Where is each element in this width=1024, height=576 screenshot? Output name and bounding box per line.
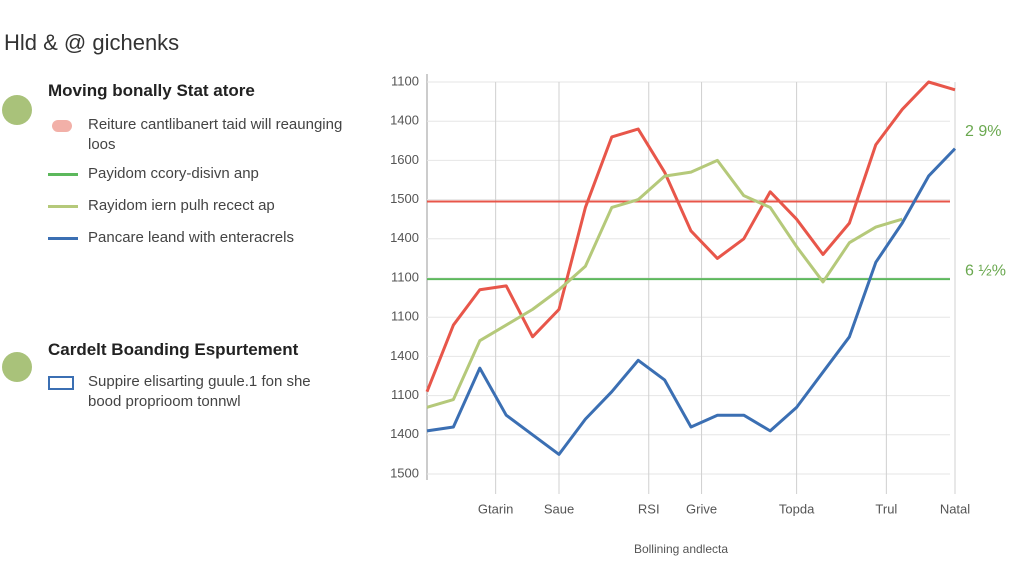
x-tick-label: Gtarin — [478, 501, 513, 516]
y-tick-label: 1400 — [390, 348, 419, 363]
series-line — [426, 158, 903, 409]
y-tick-label: 1100 — [391, 73, 419, 88]
x-tick-label: Trul — [875, 501, 897, 516]
y-tick-label: 1500 — [390, 191, 419, 206]
y-tick-label: 1400 — [390, 426, 419, 441]
item-icon — [48, 376, 74, 390]
section-title: Cardelt Boanding Espurtement — [48, 340, 299, 359]
x-axis-label: Bollining andlecta — [634, 542, 728, 556]
section-icon — [2, 352, 32, 382]
y-tick-label: 1400 — [390, 113, 419, 128]
item-text: Reiture cantlibanert taid will reaunging… — [88, 116, 343, 153]
section-icon — [2, 95, 32, 125]
x-tick-label: Grive — [686, 501, 717, 516]
item-text: Rayidom iern pulh recect ap — [88, 197, 275, 214]
y-tick-label: 1100 — [391, 387, 419, 402]
legend-swatch — [48, 205, 78, 208]
y-tick-label: 1400 — [390, 230, 419, 245]
legend-swatch — [48, 237, 78, 240]
x-tick-label: RSI — [638, 501, 660, 516]
y-tick-label: 1500 — [390, 465, 419, 480]
annotation: 6 ½% — [965, 262, 1006, 279]
annotation: 2 9% — [965, 123, 1001, 140]
series-line — [425, 80, 956, 393]
item-icon — [52, 120, 72, 132]
item-text: Payidom ccory-disivn anp — [88, 165, 259, 182]
x-tick-label: Topda — [779, 501, 815, 516]
legend-swatch — [48, 173, 78, 176]
series-line — [426, 147, 957, 456]
y-tick-label: 1100 — [391, 309, 419, 324]
item-text: Pancare leand with enteracrels — [88, 229, 294, 246]
y-tick-label: 1100 — [391, 269, 419, 284]
section-title: Moving bonally Stat atore — [48, 81, 255, 100]
y-tick-label: 1600 — [390, 152, 419, 167]
item-text: Suppire elisarting guule.1 fon she bood … — [88, 373, 311, 410]
header-title: Hld & @ gichenks — [4, 30, 180, 55]
x-tick-label: Natal — [940, 501, 970, 516]
x-tick-label: Saue — [544, 501, 574, 516]
